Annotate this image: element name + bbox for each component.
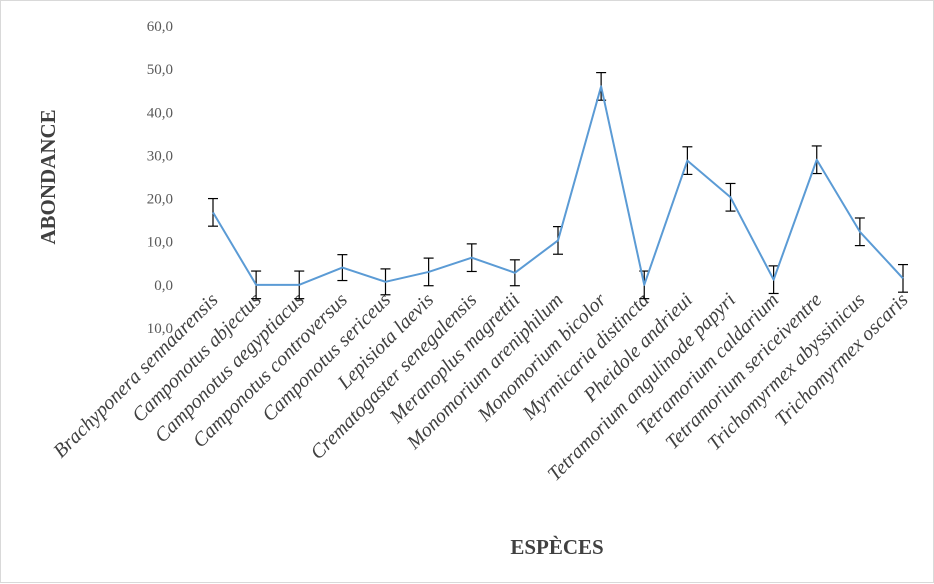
y-tick-label: 20,0 bbox=[147, 192, 173, 208]
y-tick-label: 10,0 bbox=[147, 321, 173, 337]
y-tick-label: 10,0 bbox=[147, 235, 173, 251]
y-axis-title: ABONDANCE bbox=[36, 109, 60, 244]
y-tick-label: 60,0 bbox=[147, 19, 173, 35]
y-tick-label: 30,0 bbox=[147, 148, 173, 164]
y-tick-label: 40,0 bbox=[147, 105, 173, 121]
y-tick-label: 50,0 bbox=[147, 62, 173, 78]
series-line bbox=[212, 85, 904, 286]
y-tick-labels: 60,0 50,0 40,0 30,0 20,0 10,0 0,0 10,0 bbox=[147, 19, 173, 337]
x-axis-title: ESPÈCES bbox=[510, 535, 603, 559]
error-bars bbox=[208, 71, 908, 300]
series-group bbox=[212, 85, 904, 286]
y-tick-label: 0,0 bbox=[154, 278, 173, 294]
